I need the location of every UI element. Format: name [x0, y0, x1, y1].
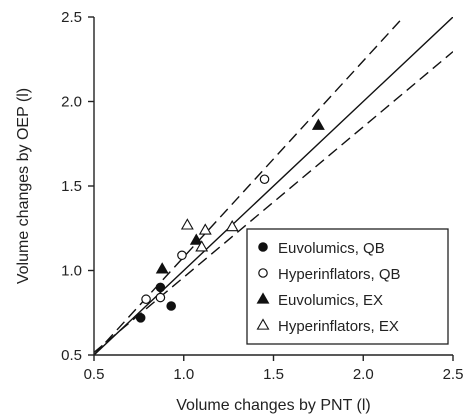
fit-lines	[94, 17, 453, 355]
legend-label: Hyperinflators, QB	[278, 266, 401, 283]
data-point	[177, 250, 187, 261]
y-tick-label: 2.0	[61, 94, 82, 111]
data-point	[259, 174, 270, 185]
legend-label: Euvolumics, EX	[278, 292, 383, 309]
data-point	[198, 223, 212, 235]
x-tick-label: 2.5	[443, 366, 464, 383]
confidence-band-line	[94, 17, 405, 355]
x-tick-label: 2.0	[353, 366, 374, 383]
data-point	[135, 313, 146, 323]
x-tick-label: 1.0	[173, 366, 194, 383]
x-tick-label: 0.5	[84, 366, 105, 383]
y-tick-label: 2.5	[61, 9, 82, 26]
y-tick-label: 1.0	[61, 263, 82, 280]
legend-marker	[256, 292, 270, 304]
legend: Euvolumics, QB Hyperinflators, QB Euvolumi…	[246, 228, 449, 345]
data-point	[225, 219, 239, 232]
legend-box	[246, 228, 449, 345]
data-point	[155, 292, 166, 303]
data-point	[155, 282, 166, 293]
legend-marker	[258, 242, 268, 252]
x-axis-title: Volume changes by PNT (l)	[176, 397, 370, 414]
legend-marker	[256, 318, 270, 330]
legend-label: Hyperinflators, EX	[278, 318, 399, 335]
data-point	[166, 301, 176, 311]
x-tick-label: 1.5	[263, 366, 284, 383]
legend-label: Euvolumics, QB	[278, 240, 385, 257]
data-point	[141, 294, 151, 305]
data-point	[155, 262, 169, 274]
regression-line	[94, 17, 453, 355]
legend-marker	[258, 268, 268, 278]
data-point	[180, 218, 194, 230]
confidence-band-line	[94, 51, 453, 354]
data-points	[135, 118, 325, 323]
data-point	[195, 240, 209, 252]
y-tick-label: 1.5	[61, 178, 82, 195]
axes: 0.5 1.0 1.5 2.0 2.5 0.5 1.0 1.5 2.0 2.5	[61, 9, 463, 383]
data-point	[189, 233, 203, 245]
data-point	[311, 118, 325, 130]
y-tick-label: 0.5	[61, 347, 82, 364]
y-axis-title: Volume changes by OEP (l)	[15, 88, 32, 284]
